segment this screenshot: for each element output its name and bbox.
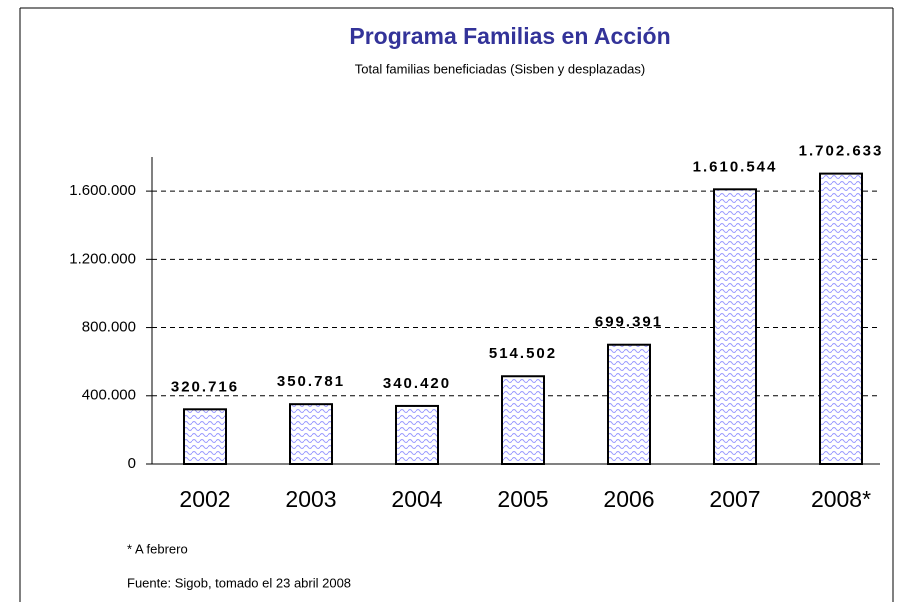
x-tick-label: 2007: [709, 486, 760, 512]
bar: [713, 188, 757, 465]
note: Fuente: Sigob, tomado el 23 abril 2008: [127, 575, 351, 590]
bar: [819, 172, 863, 465]
bar: [501, 375, 545, 466]
chart-subtitle: Total familias beneficiadas (Sisben y de…: [355, 61, 646, 76]
x-tick-label: 2004: [391, 486, 442, 512]
x-tick-label: 2008*: [811, 486, 871, 512]
value-label: 340.420: [383, 375, 451, 392]
value-label: 1.610.544: [693, 158, 778, 175]
bar: [183, 408, 227, 466]
x-tick-label: 2005: [497, 486, 548, 512]
value-label: 699.391: [595, 314, 663, 331]
y-tick-label: 1.600.000: [69, 182, 136, 199]
bar: [395, 404, 439, 466]
value-label: 514.502: [489, 345, 557, 362]
value-label: 1.702.633: [799, 143, 884, 160]
x-tick-label: 2002: [179, 486, 230, 512]
y-tick-label: 400.000: [82, 387, 136, 404]
chart-title: Programa Familias en Acción: [349, 23, 670, 49]
y-tick-label: 0: [128, 455, 136, 472]
x-tick-label: 2003: [285, 486, 336, 512]
bar: [607, 343, 651, 465]
value-label: 350.781: [277, 373, 345, 390]
bar: [289, 403, 333, 466]
y-tick-label: 800.000: [82, 319, 136, 336]
note: * A febrero: [127, 541, 188, 556]
value-label: 320.716: [171, 378, 239, 395]
x-tick-label: 2006: [603, 486, 654, 512]
y-tick-label: 1.200.000: [69, 250, 136, 267]
